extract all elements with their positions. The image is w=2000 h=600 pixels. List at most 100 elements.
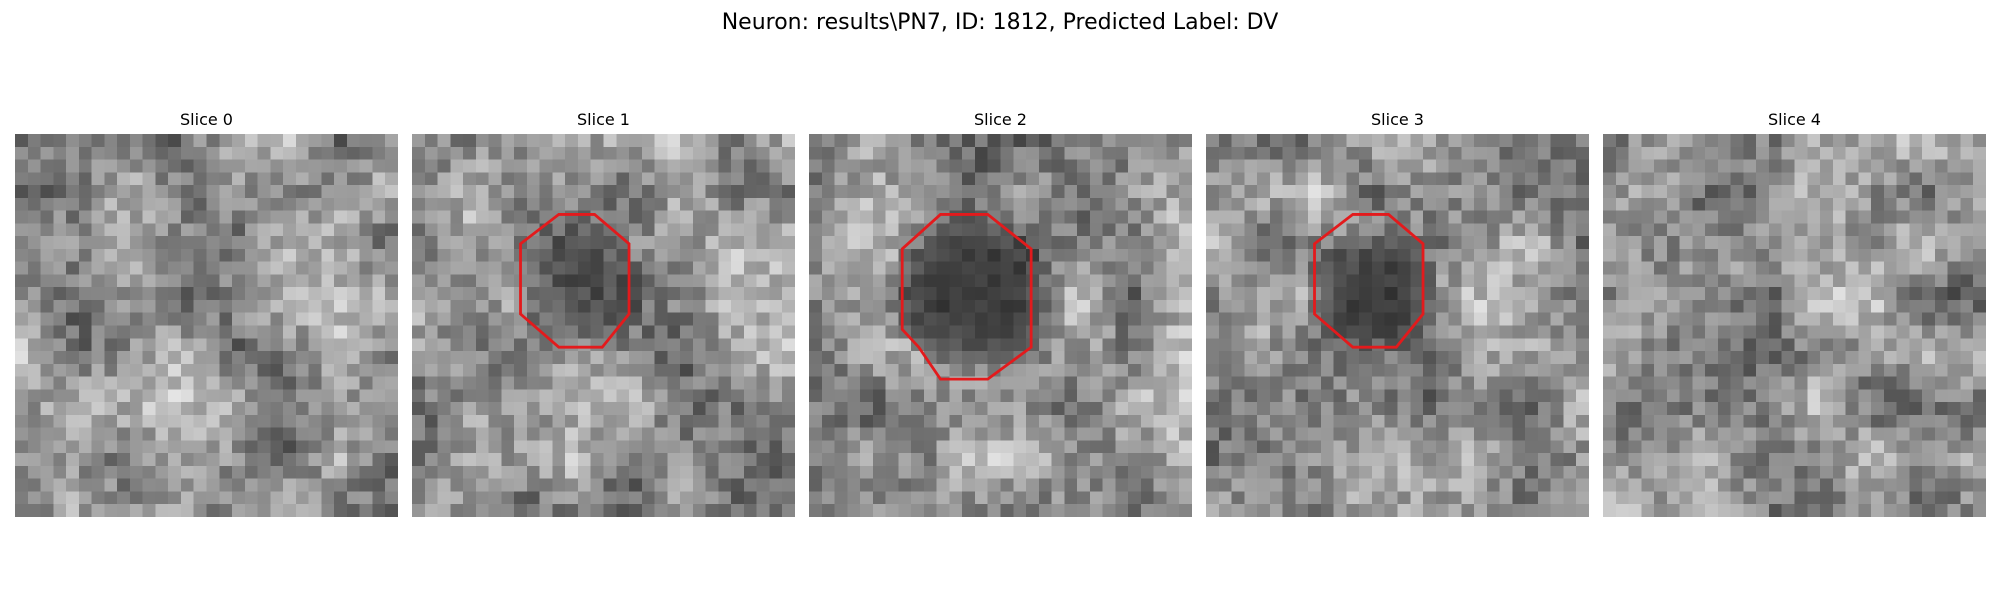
slice-image (809, 134, 1192, 517)
image-pixel (385, 402, 398, 416)
image-pixel (769, 287, 783, 301)
image-pixel (501, 363, 515, 377)
image-pixel (1576, 465, 1589, 479)
image-pixel (1486, 146, 1500, 160)
image-pixel (1947, 146, 1961, 160)
image-pixel (667, 363, 681, 377)
image-pixel (949, 185, 963, 199)
image-pixel (756, 414, 770, 428)
image-pixel (1077, 363, 1091, 377)
image-pixel (1295, 338, 1309, 352)
image-pixel (769, 504, 783, 517)
image-pixel (962, 197, 976, 211)
image-pixel (1717, 134, 1731, 148)
image-pixel (232, 389, 246, 403)
image-pixel (295, 134, 309, 148)
image-pixel (475, 325, 489, 339)
image-pixel (1832, 134, 1846, 148)
image-pixel (168, 312, 182, 326)
image-pixel (437, 197, 451, 211)
image-pixel (295, 376, 309, 390)
image-pixel (1206, 414, 1220, 428)
image-pixel (142, 210, 156, 224)
image-pixel (1743, 402, 1757, 416)
image-pixel (412, 172, 426, 186)
image-pixel (860, 351, 874, 365)
image-pixel (1064, 338, 1078, 352)
image-pixel (1960, 440, 1974, 454)
image-pixel (885, 299, 899, 313)
image-pixel (219, 197, 233, 211)
image-pixel (629, 453, 643, 467)
image-pixel (424, 491, 438, 505)
image-pixel (1448, 427, 1462, 441)
image-pixel (475, 414, 489, 428)
image-pixel (1089, 465, 1103, 479)
image-pixel (1871, 414, 1885, 428)
image-pixel (193, 159, 207, 173)
image-pixel (1371, 197, 1385, 211)
image-pixel (1461, 312, 1475, 326)
image-pixel (104, 236, 118, 250)
image-pixel (321, 478, 335, 492)
image-pixel (1603, 146, 1617, 160)
slice-title: Slice 4 (1768, 110, 1821, 129)
image-pixel (1563, 159, 1577, 173)
image-pixel (1435, 504, 1449, 517)
image-pixel (590, 351, 604, 365)
image-pixel (654, 261, 668, 275)
image-pixel (1308, 338, 1322, 352)
image-pixel (78, 248, 92, 262)
image-pixel (1756, 274, 1770, 288)
image-pixel (1064, 325, 1078, 339)
image-pixel (949, 134, 963, 148)
image-pixel (501, 504, 515, 517)
image-pixel (1781, 465, 1795, 479)
image-pixel (66, 491, 80, 505)
image-pixel (705, 402, 719, 416)
image-pixel (1717, 146, 1731, 160)
image-pixel (1320, 453, 1334, 467)
image-pixel (1973, 134, 1986, 148)
image-pixel (1743, 312, 1757, 326)
image-pixel (1371, 248, 1385, 262)
image-pixel (603, 363, 617, 377)
image-pixel (321, 274, 335, 288)
image-pixel (1295, 274, 1309, 288)
image-pixel (885, 363, 899, 377)
image-pixel (1896, 338, 1910, 352)
image-pixel (514, 210, 528, 224)
image-pixel (1166, 299, 1180, 313)
image-pixel (1576, 159, 1589, 173)
image-pixel (501, 185, 515, 199)
image-pixel (1359, 414, 1373, 428)
image-pixel (1768, 414, 1782, 428)
image-pixel (117, 389, 131, 403)
image-pixel (372, 351, 386, 365)
image-pixel (1858, 236, 1872, 250)
image-pixel (1064, 427, 1078, 441)
image-pixel (295, 465, 309, 479)
image-pixel (1832, 402, 1846, 416)
image-pixel (1115, 504, 1129, 517)
image-pixel (1666, 236, 1680, 250)
image-pixel (424, 414, 438, 428)
image-pixel (1654, 248, 1668, 262)
image-pixel (1166, 287, 1180, 301)
image-pixel (27, 172, 41, 186)
image-pixel (1781, 389, 1795, 403)
image-pixel (1000, 351, 1014, 365)
image-pixel (321, 185, 335, 199)
image-pixel (616, 223, 630, 237)
image-pixel (552, 414, 566, 428)
image-pixel (232, 478, 246, 492)
image-pixel (1153, 134, 1167, 148)
image-pixel (283, 223, 297, 237)
image-pixel (346, 376, 360, 390)
image-pixel (1628, 427, 1642, 441)
image-pixel (860, 261, 874, 275)
image-pixel (232, 287, 246, 301)
image-pixel (923, 261, 937, 275)
image-pixel (117, 427, 131, 441)
image-pixel (1397, 274, 1411, 288)
